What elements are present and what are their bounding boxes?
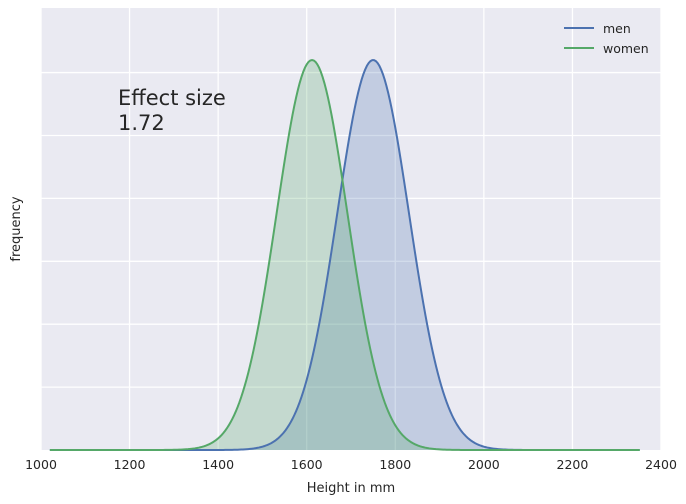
x-tick-label-5: 2000 <box>468 457 500 472</box>
effect-size-value: 1.72 <box>118 111 165 135</box>
x-ticks: 1000 1200 1400 1600 1800 2000 2200 2400 <box>25 457 677 472</box>
x-tick-label-3: 1600 <box>291 457 323 472</box>
series-fills <box>49 60 642 451</box>
y-axis-label: frequency <box>9 196 24 262</box>
x-tick-label-7: 2400 <box>645 457 677 472</box>
effect-size-label: Effect size <box>118 86 226 110</box>
x-tick-label-1: 1200 <box>114 457 146 472</box>
area-men <box>49 60 642 451</box>
plot-area <box>41 8 661 450</box>
legend-label-men: men <box>603 21 631 36</box>
grid <box>40 8 662 450</box>
x-tick-label-4: 1800 <box>379 457 411 472</box>
x-tick-label-0: 1000 <box>25 457 57 472</box>
series-lines <box>49 58 640 451</box>
x-tick-label-2: 1400 <box>202 457 234 472</box>
area-women <box>49 60 642 450</box>
legend: men women <box>564 21 649 56</box>
x-tick-label-6: 2200 <box>557 457 589 472</box>
legend-label-women: women <box>603 41 649 56</box>
line-women <box>49 58 640 451</box>
x-axis-label: Height in mm <box>307 481 395 496</box>
